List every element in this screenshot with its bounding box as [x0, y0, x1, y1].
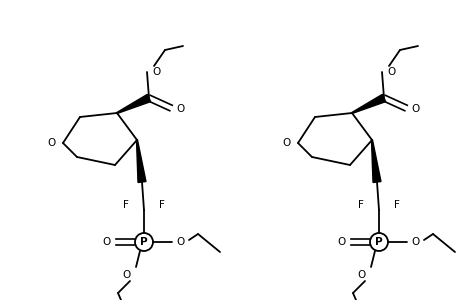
- Text: O: O: [177, 237, 185, 247]
- Text: O: O: [411, 237, 419, 247]
- Text: F: F: [159, 200, 165, 210]
- Text: O: O: [282, 138, 291, 148]
- Polygon shape: [117, 94, 151, 113]
- Text: O: O: [152, 67, 161, 77]
- Polygon shape: [371, 140, 380, 182]
- Text: F: F: [123, 200, 129, 210]
- Text: P: P: [375, 237, 382, 247]
- Circle shape: [369, 233, 387, 251]
- Text: O: O: [387, 67, 395, 77]
- Text: O: O: [411, 104, 419, 114]
- Text: F: F: [393, 200, 399, 210]
- Text: O: O: [103, 237, 111, 247]
- Polygon shape: [136, 140, 146, 182]
- Text: O: O: [177, 104, 185, 114]
- Text: O: O: [337, 237, 345, 247]
- Text: O: O: [48, 138, 56, 148]
- Text: O: O: [123, 270, 131, 280]
- Circle shape: [134, 233, 153, 251]
- Text: O: O: [357, 270, 365, 280]
- Text: P: P: [140, 237, 147, 247]
- Polygon shape: [351, 94, 385, 113]
- Text: F: F: [357, 200, 363, 210]
